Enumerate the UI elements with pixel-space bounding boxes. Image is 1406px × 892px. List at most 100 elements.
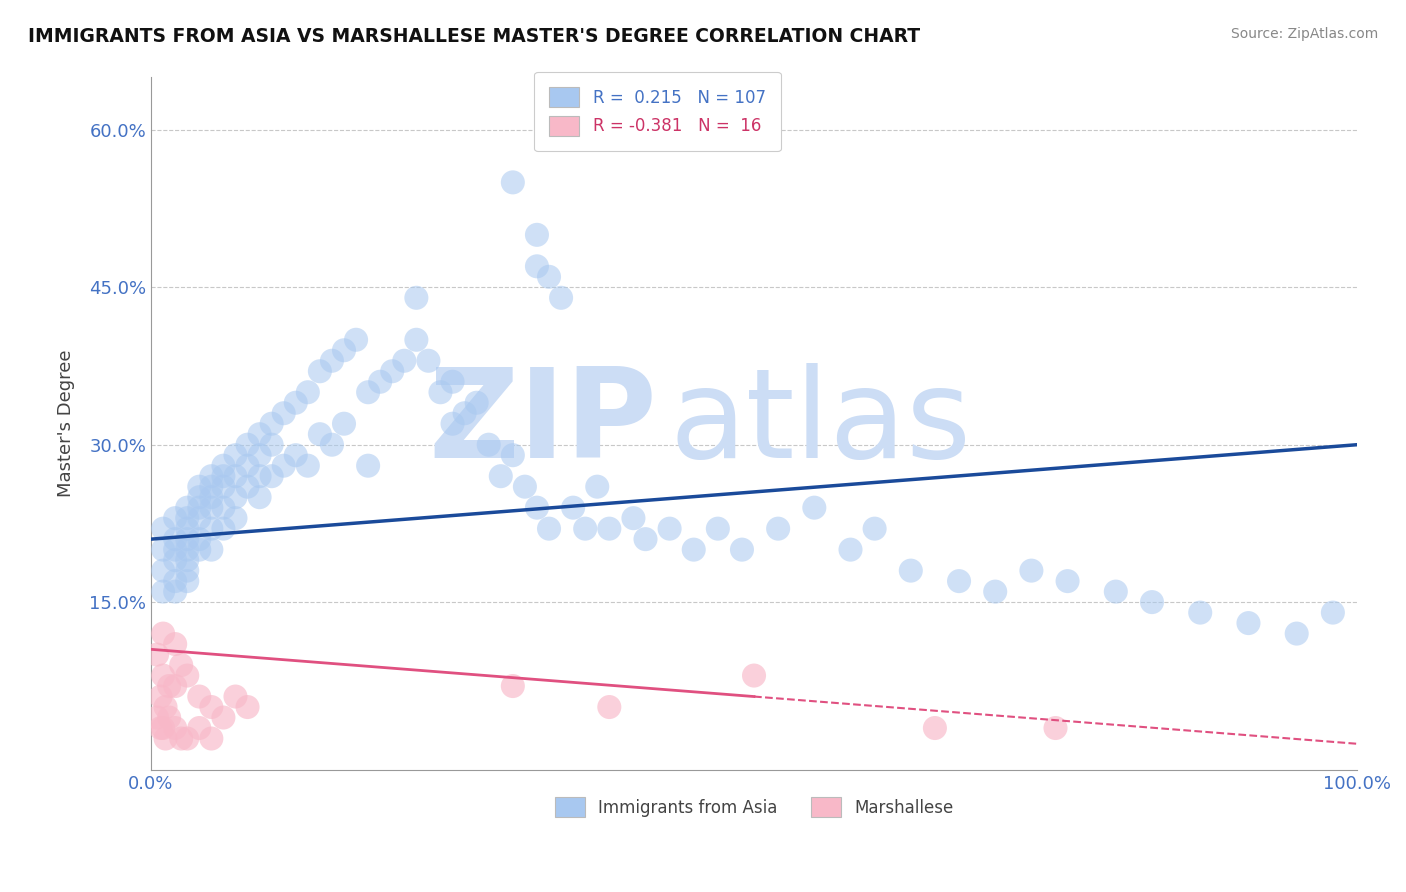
Point: [188, 532, 211, 546]
Point: [170, 731, 193, 746]
Point: [176, 542, 198, 557]
Point: [165, 679, 187, 693]
Point: [176, 500, 198, 515]
Point: [224, 490, 246, 504]
Point: [526, 500, 548, 515]
Point: [157, 710, 180, 724]
Point: [405, 291, 427, 305]
Point: [260, 417, 283, 431]
Point: [224, 690, 246, 704]
Point: [176, 574, 198, 588]
Point: [284, 448, 307, 462]
Point: [188, 690, 211, 704]
Point: [249, 469, 271, 483]
Point: [236, 700, 259, 714]
Point: [537, 269, 560, 284]
Point: [236, 458, 259, 473]
Point: [170, 658, 193, 673]
Point: [146, 710, 169, 724]
Point: [200, 542, 222, 557]
Point: [152, 584, 174, 599]
Text: Source: ZipAtlas.com: Source: ZipAtlas.com: [1230, 27, 1378, 41]
Point: [526, 227, 548, 242]
Point: [418, 353, 440, 368]
Point: [188, 500, 211, 515]
Point: [176, 668, 198, 682]
Point: [1237, 616, 1260, 631]
Point: [550, 291, 572, 305]
Point: [465, 395, 488, 409]
Point: [224, 511, 246, 525]
Point: [152, 542, 174, 557]
Point: [165, 511, 187, 525]
Point: [562, 500, 585, 515]
Point: [157, 679, 180, 693]
Point: [502, 175, 524, 189]
Point: [478, 438, 501, 452]
Point: [513, 480, 536, 494]
Point: [224, 469, 246, 483]
Point: [176, 553, 198, 567]
Point: [742, 668, 765, 682]
Point: [176, 532, 198, 546]
Point: [381, 364, 404, 378]
Point: [165, 574, 187, 588]
Point: [394, 353, 416, 368]
Point: [149, 721, 172, 735]
Point: [236, 438, 259, 452]
Point: [297, 385, 319, 400]
Point: [309, 427, 332, 442]
Point: [948, 574, 970, 588]
Point: [152, 626, 174, 640]
Point: [188, 542, 211, 557]
Point: [260, 469, 283, 483]
Point: [176, 522, 198, 536]
Text: ZIP: ZIP: [429, 363, 658, 484]
Point: [249, 448, 271, 462]
Point: [731, 542, 754, 557]
Text: IMMIGRANTS FROM ASIA VS MARSHALLESE MASTER'S DEGREE CORRELATION CHART: IMMIGRANTS FROM ASIA VS MARSHALLESE MAST…: [28, 27, 921, 45]
Point: [984, 584, 1007, 599]
Point: [188, 721, 211, 735]
Point: [224, 448, 246, 462]
Point: [146, 648, 169, 662]
Point: [155, 731, 177, 746]
Point: [149, 690, 172, 704]
Point: [658, 522, 681, 536]
Point: [212, 458, 235, 473]
Point: [900, 564, 922, 578]
Point: [152, 668, 174, 682]
Point: [453, 406, 475, 420]
Point: [200, 480, 222, 494]
Point: [321, 438, 343, 452]
Point: [200, 731, 222, 746]
Point: [165, 584, 187, 599]
Point: [429, 385, 451, 400]
Point: [212, 522, 235, 536]
Point: [200, 469, 222, 483]
Point: [188, 511, 211, 525]
Point: [1285, 626, 1308, 640]
Point: [249, 490, 271, 504]
Point: [333, 417, 356, 431]
Point: [165, 637, 187, 651]
Point: [176, 731, 198, 746]
Point: [165, 721, 187, 735]
Point: [284, 395, 307, 409]
Point: [152, 522, 174, 536]
Point: [1105, 584, 1128, 599]
Point: [574, 522, 596, 536]
Point: [707, 522, 730, 536]
Point: [1140, 595, 1163, 609]
Point: [598, 522, 620, 536]
Point: [321, 353, 343, 368]
Point: [176, 564, 198, 578]
Point: [273, 406, 295, 420]
Point: [165, 532, 187, 546]
Point: [598, 700, 620, 714]
Point: [502, 679, 524, 693]
Point: [236, 480, 259, 494]
Point: [273, 458, 295, 473]
Point: [766, 522, 789, 536]
Point: [1045, 721, 1067, 735]
